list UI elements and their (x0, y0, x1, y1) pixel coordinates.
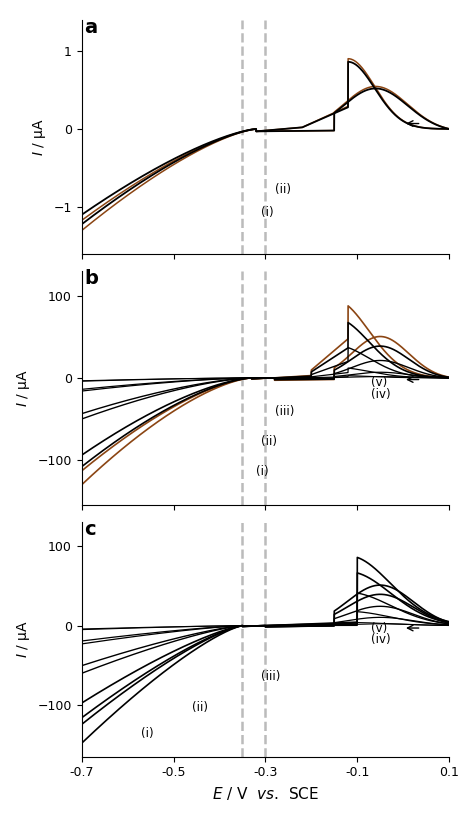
Text: (iii): (iii) (261, 670, 280, 683)
Text: (i): (i) (261, 207, 273, 220)
Text: (iv): (iv) (371, 388, 391, 401)
Y-axis label: $I$ / μA: $I$ / μA (15, 621, 32, 659)
Text: (v): (v) (371, 376, 387, 389)
Text: a: a (84, 18, 97, 37)
Y-axis label: $I$ / μA: $I$ / μA (15, 369, 32, 407)
Text: (iv): (iv) (371, 633, 391, 646)
Text: (ii): (ii) (192, 702, 208, 714)
Text: (i): (i) (141, 727, 154, 740)
Text: (v): (v) (371, 622, 387, 635)
X-axis label: $E$ / V  $vs$.  SCE: $E$ / V $vs$. SCE (212, 785, 319, 802)
Text: (ii): (ii) (274, 183, 291, 196)
Text: (iii): (iii) (274, 405, 294, 418)
Text: c: c (84, 520, 96, 538)
Y-axis label: $I$ / μA: $I$ / μA (31, 118, 48, 156)
Text: (ii): (ii) (261, 435, 277, 449)
Text: b: b (84, 269, 98, 288)
Text: (i): (i) (256, 465, 269, 478)
